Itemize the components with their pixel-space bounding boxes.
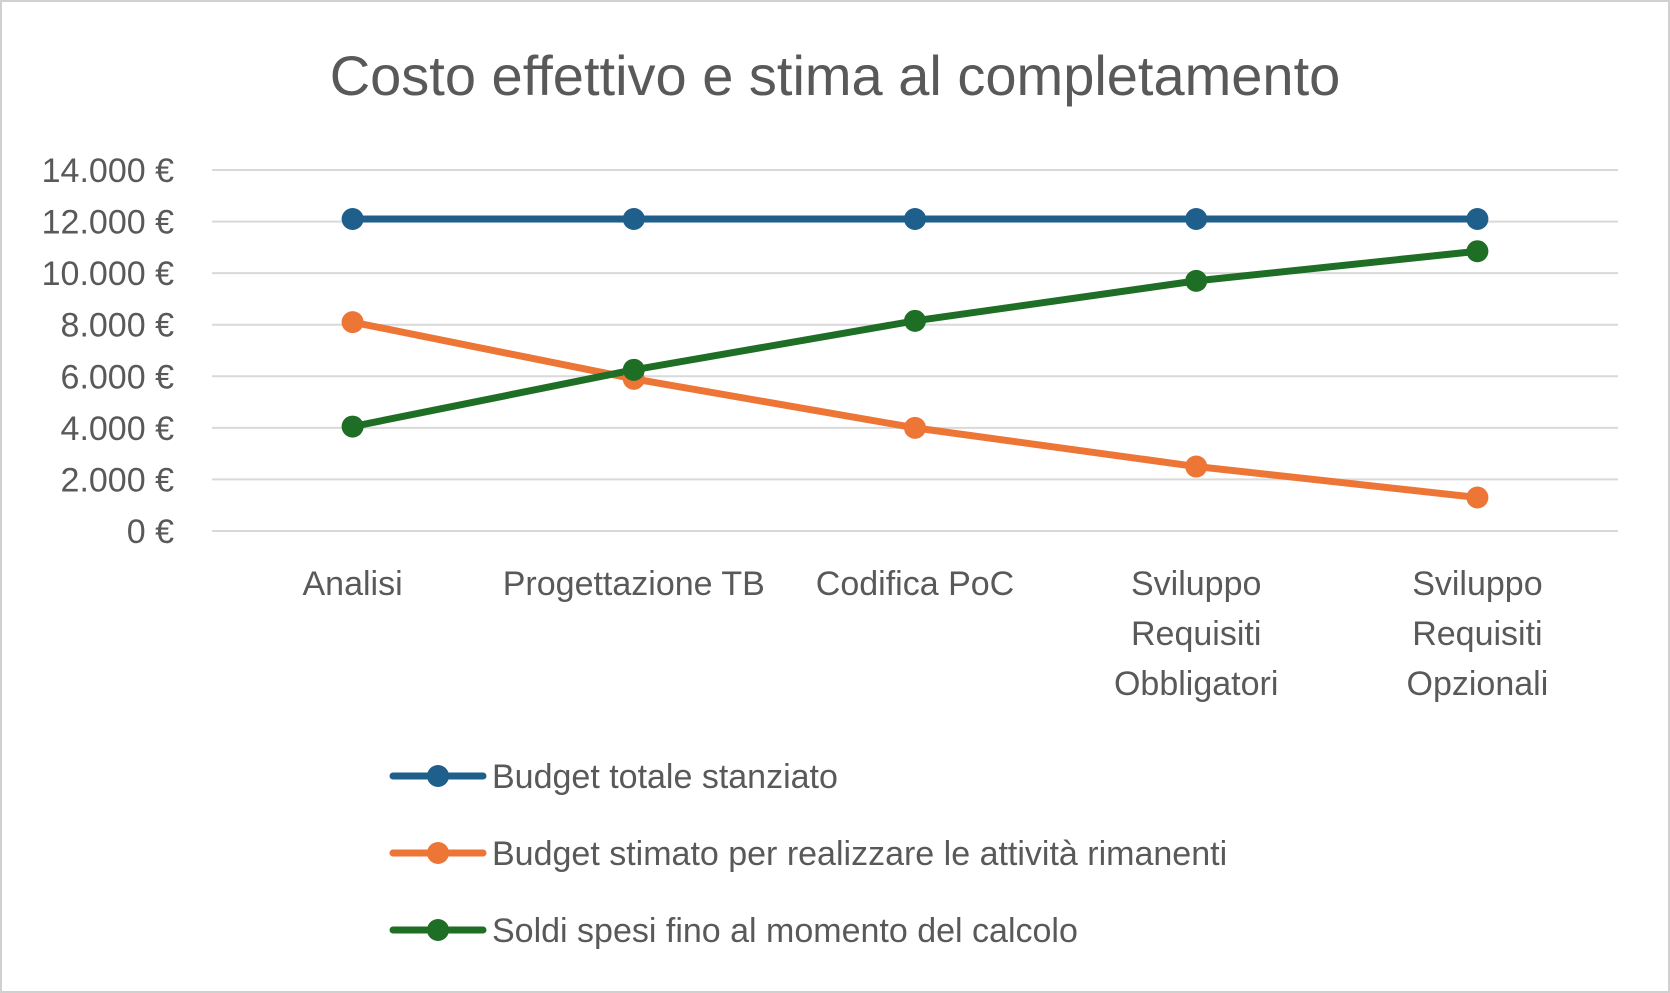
x-tick-label: Analisi [303,565,403,603]
data-point [622,207,645,230]
legend-label: Budget totale stanziato [492,758,838,796]
y-tick-label: 14.000 € [42,152,174,190]
legend-label: Soldi spesi fino al momento del calcolo [492,912,1078,950]
y-tick-label: 4.000 € [61,410,175,448]
data-point [1185,455,1208,478]
x-tick-label: Codifica PoC [816,565,1014,603]
legend-marker [427,919,449,941]
x-tick-label: Progettazione TB [503,565,765,603]
legend-label: Budget stimato per realizzare le attivit… [492,835,1227,873]
data-point [1185,207,1208,230]
data-point [622,358,645,381]
legend: Budget totale stanziato Budget stimato pe… [389,758,1227,950]
data-point [341,311,364,334]
y-tick-label: 6.000 € [61,358,175,396]
data-point [341,415,364,438]
data-point [1466,240,1489,263]
chart-title: Costo effettivo e stima al completamento [330,44,1341,107]
y-tick-label: 10.000 € [42,255,174,293]
y-axis-ticks: 0 € 2.000 € 4.000 € 6.000 € 8.000 € 10.000 € 1… [42,152,174,551]
series-lines [341,207,1489,509]
data-point [1466,207,1489,230]
data-point [904,309,926,332]
data-point [1466,486,1489,509]
x-tick-label: Sviluppo Requisiti Opzionali [1407,565,1549,703]
y-tick-label: 12.000 € [42,204,174,242]
x-tick-label: Sviluppo Requisiti Obbligatori [1114,565,1278,703]
x-axis-ticks: Analisi Progettazione TB Codifica PoC Svilu… [303,565,1549,703]
y-tick-label: 0 € [127,513,174,551]
y-tick-label: 8.000 € [61,307,175,345]
data-point [341,207,364,230]
data-point [904,416,926,439]
y-tick-label: 2.000 € [61,461,175,499]
data-point [1185,269,1208,292]
legend-marker [427,765,449,787]
data-point [904,207,926,230]
legend-marker [427,842,449,864]
